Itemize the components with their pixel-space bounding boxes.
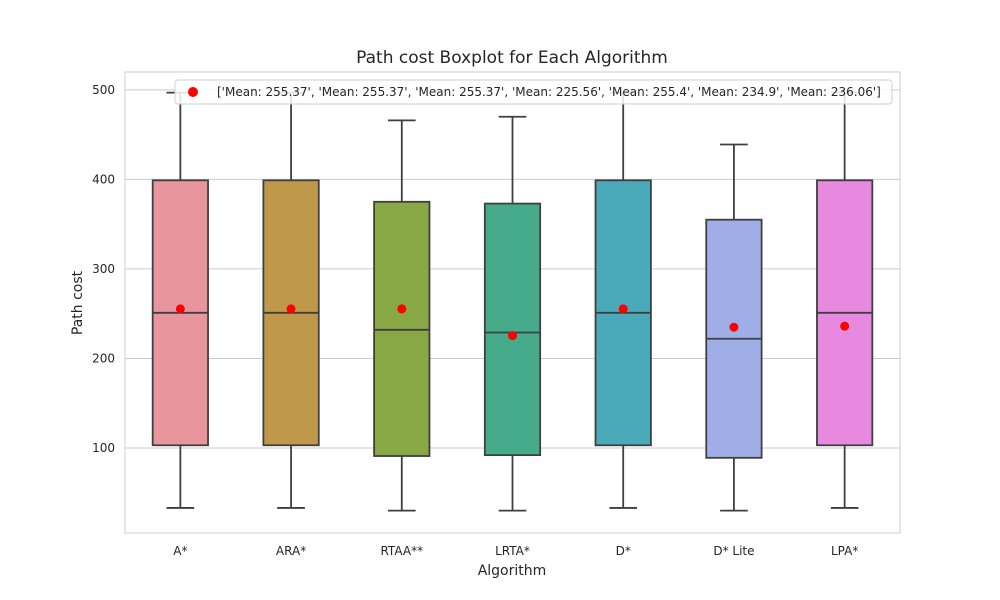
box-group-5 [705, 143, 763, 512]
box-group-1 [262, 91, 320, 509]
box-group-0 [151, 91, 209, 509]
y-axis-label: Path cost [70, 270, 86, 335]
y-tick-label: 500 [92, 83, 115, 97]
mean-marker [175, 304, 185, 314]
x-tick-label: ARA* [276, 544, 306, 558]
chart-title: Path cost Boxplot for Each Algorithm [356, 48, 668, 68]
mean-marker [397, 304, 407, 314]
y-tick-label: 300 [92, 262, 115, 276]
legend-mean-marker [188, 87, 198, 97]
box-group-2 [373, 119, 431, 512]
y-tick-label: 200 [92, 351, 115, 365]
legend-label: ['Mean: 255.37', 'Mean: 255.37', 'Mean: … [217, 85, 881, 99]
plot-area-frame [124, 71, 901, 534]
boxes-group [151, 91, 874, 512]
mean-marker [286, 304, 296, 314]
box-group-6 [816, 91, 874, 509]
x-tick-label: LPA* [831, 544, 858, 558]
box-iqr [483, 202, 542, 457]
y-tick-label: 100 [92, 441, 115, 455]
mean-marker [508, 331, 517, 341]
legend: ['Mean: 255.37', 'Mean: 255.37', 'Mean: … [174, 79, 893, 105]
x-tick-label: D* [616, 544, 631, 558]
x-tick-label: A* [173, 544, 187, 558]
x-tick-label: RTAA** [380, 544, 423, 558]
x-axis-label: Algorithm [478, 563, 547, 579]
box-group-4 [594, 91, 652, 509]
y-tick-labels: 100 200 300 400 500 [92, 83, 115, 455]
x-tick-label: LRTA* [495, 544, 530, 558]
mean-marker [618, 304, 628, 314]
x-tick-label: D* Lite [713, 544, 754, 558]
box-group-3 [483, 115, 542, 512]
x-tick-labels: A* ARA* RTAA** LRTA* D* D* Lite LPA* [173, 544, 858, 558]
legend-box [174, 79, 893, 105]
y-tick-label: 400 [92, 172, 115, 186]
mean-marker [840, 321, 850, 331]
mean-marker [729, 322, 739, 332]
